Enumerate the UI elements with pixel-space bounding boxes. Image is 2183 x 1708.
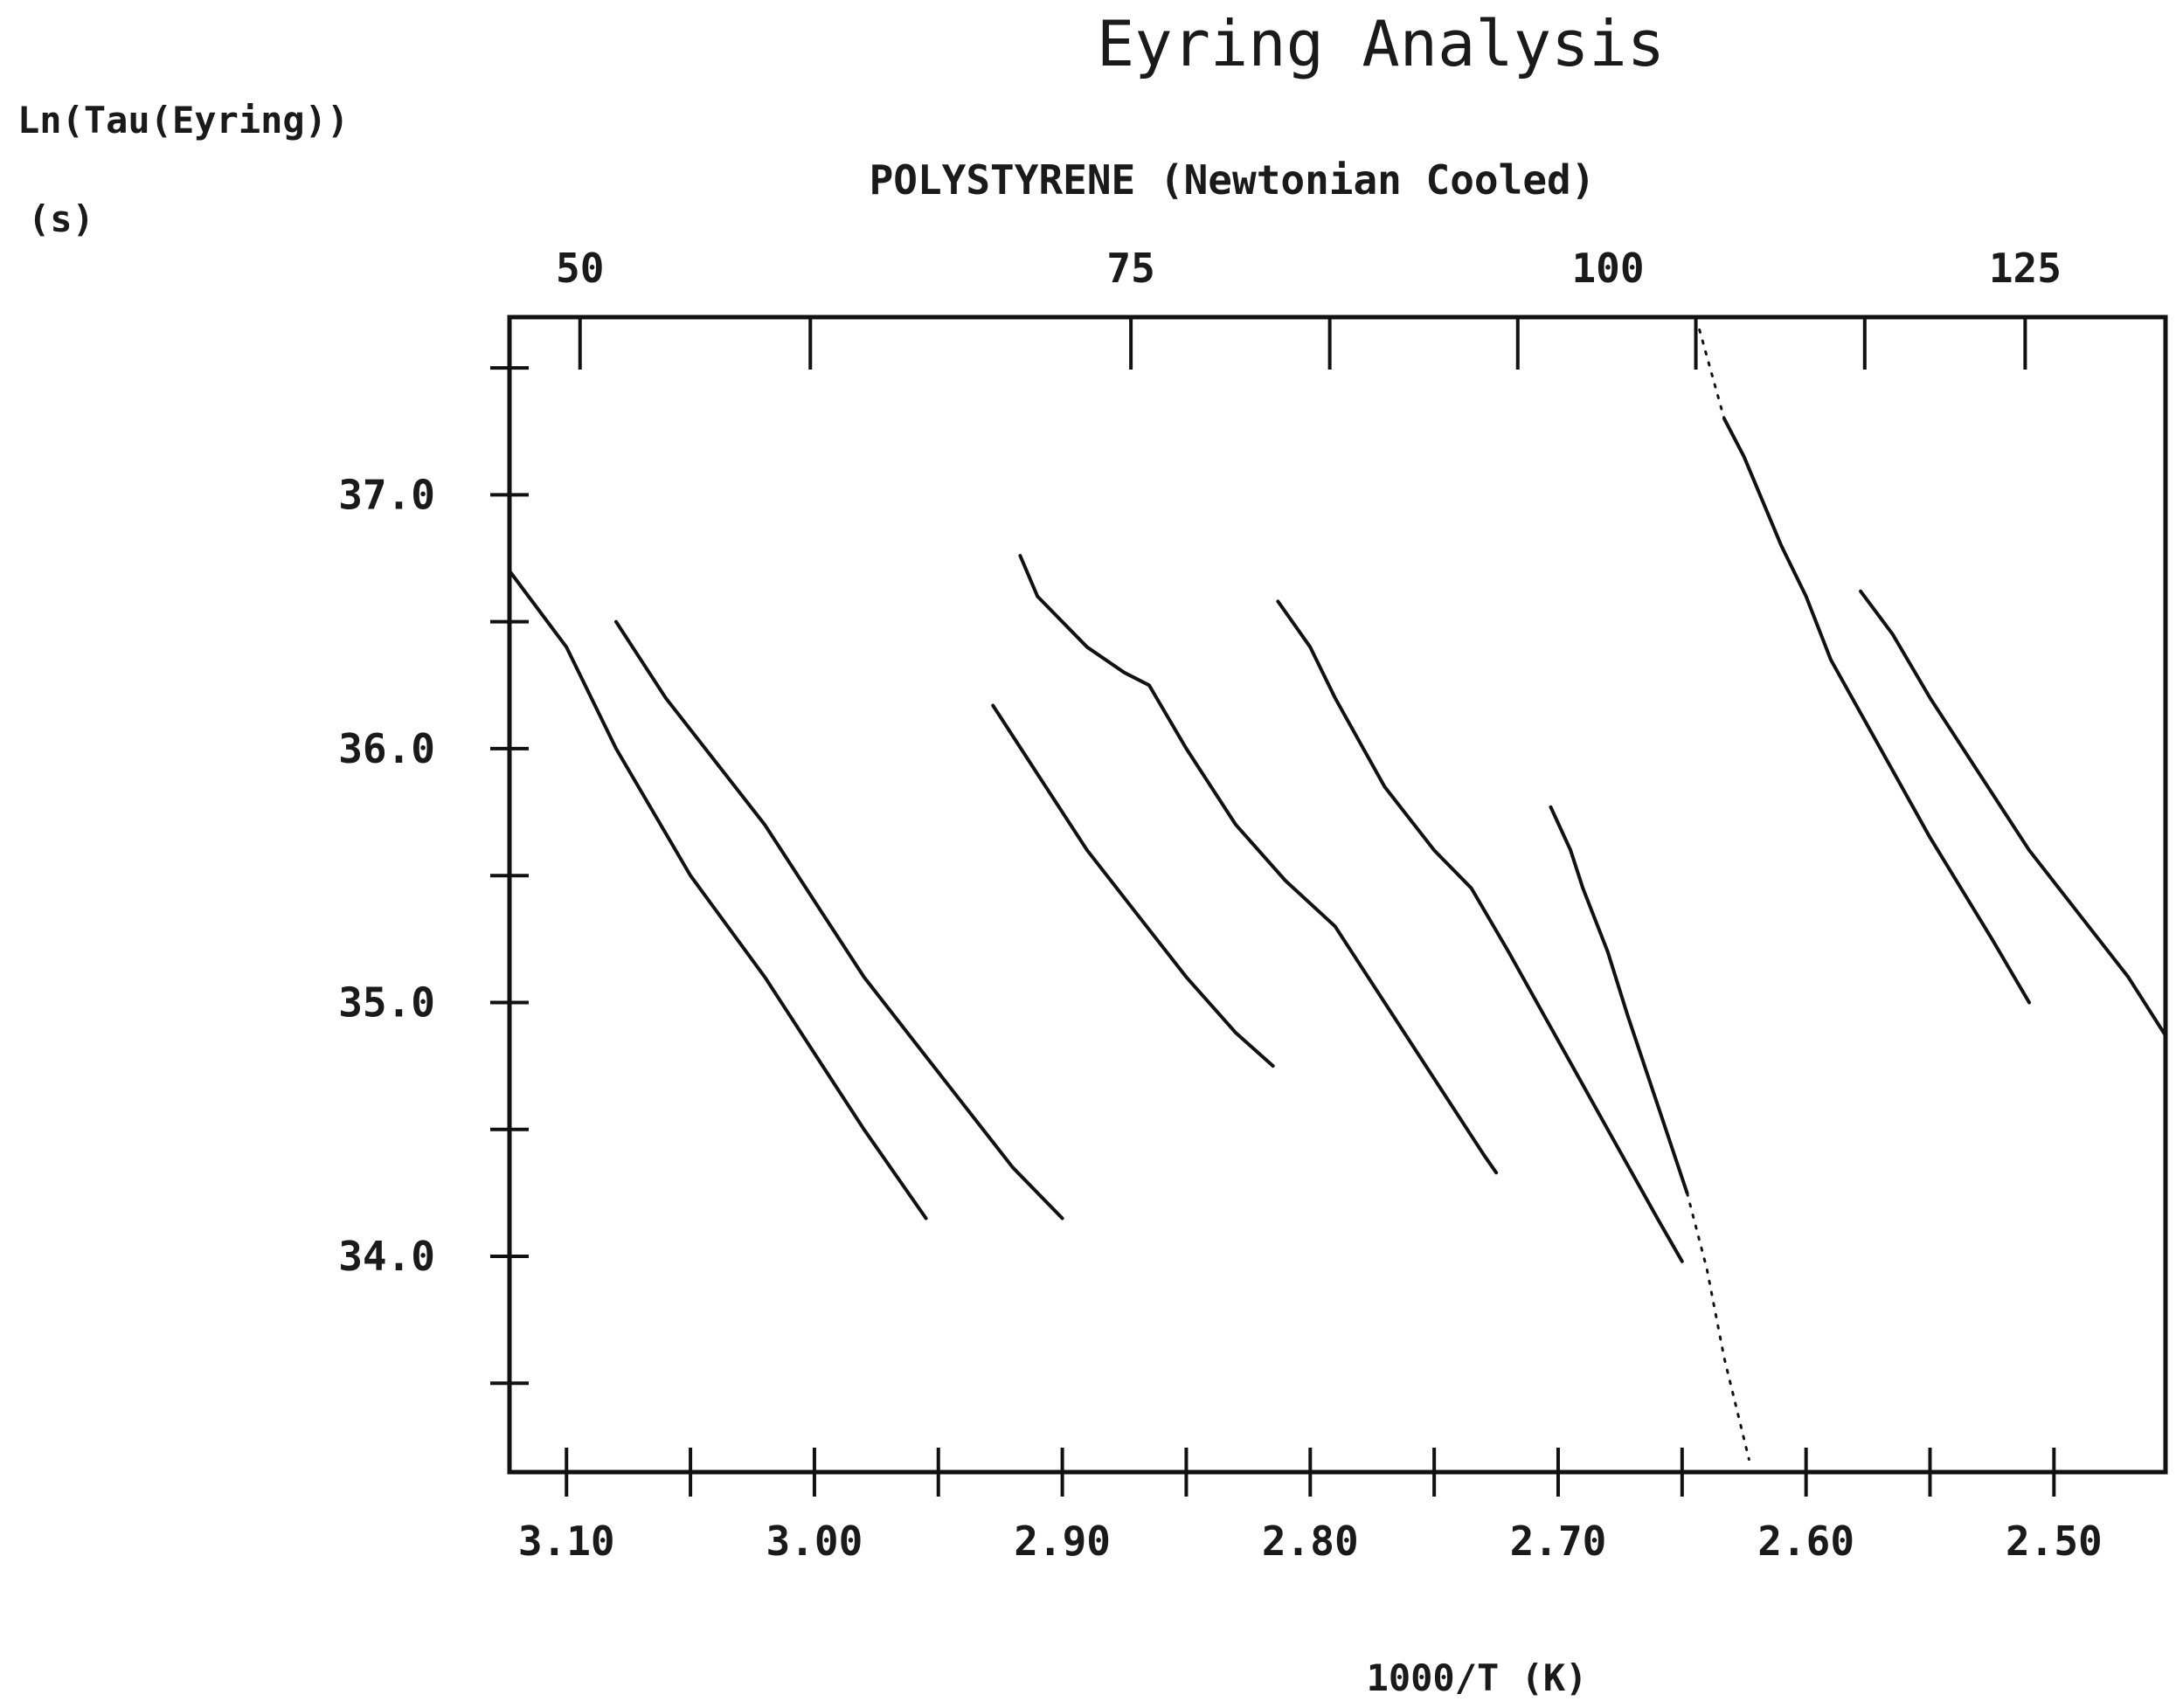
y-tick-label: 34.0	[338, 1233, 435, 1280]
series-line-7	[1722, 417, 2031, 1005]
series-line-3	[991, 703, 1275, 1068]
y-axis-label: Ln(Tau(Eyring))	[17, 99, 349, 142]
data-series	[508, 328, 2167, 1461]
series-line-1	[508, 569, 928, 1220]
top-tick-label: 50	[556, 245, 604, 292]
series-line-6	[1549, 805, 1689, 1195]
axis-ticks: 3.10 3.00 2.90 2.80 2.70 2.60 2.50 34.0 35.0 36.0…	[338, 245, 2103, 1565]
y-axis-unit: (s)	[28, 197, 94, 240]
x-tick-label: 2.70	[1510, 1518, 1607, 1565]
chart-title: Eyring Analysis	[1097, 7, 1665, 80]
series-line-8	[1859, 589, 2167, 1038]
x-tick-label: 3.10	[518, 1518, 615, 1565]
y-tick-label: 37.0	[338, 471, 435, 518]
x-tick-label: 3.00	[766, 1518, 863, 1565]
x-tick-label: 2.80	[1262, 1518, 1359, 1565]
series-line-2	[614, 619, 1064, 1220]
x-tick-label: 2.50	[2006, 1518, 2103, 1565]
x-tick-label: 2.90	[1014, 1518, 1111, 1565]
x-tick-label: 2.60	[1757, 1518, 1854, 1565]
y-tick-label: 35.0	[338, 978, 435, 1026]
top-tick-label: 100	[1571, 245, 1644, 292]
top-tick-label: 125	[1989, 245, 2062, 292]
chart-subtitle: POLYSTYRENE (Newtonian Cooled)	[870, 156, 1596, 204]
series-line-5	[1276, 599, 1684, 1263]
series-line-10	[1686, 1191, 1750, 1461]
plot-frame	[507, 315, 2168, 1475]
series-line-4	[1018, 554, 1499, 1175]
top-tick-label: 75	[1106, 245, 1154, 292]
y-tick-label: 36.0	[338, 725, 435, 772]
x-axis-label: 1000/T (K)	[1367, 1656, 1588, 1699]
series-line-9	[1698, 328, 1726, 420]
